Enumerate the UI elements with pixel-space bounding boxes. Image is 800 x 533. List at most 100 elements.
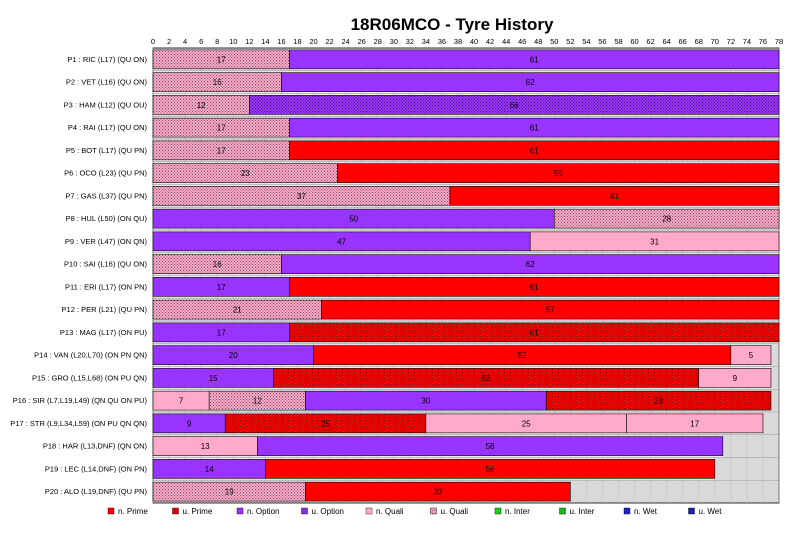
stint-label: 25 xyxy=(321,419,330,428)
legend-swatch xyxy=(107,507,115,515)
legend-swatch xyxy=(430,507,437,515)
stint-bar xyxy=(281,72,780,92)
x-tick-label: 42 xyxy=(486,37,494,46)
stint-label: 47 xyxy=(337,237,346,246)
stint-bar xyxy=(698,368,772,388)
legend-swatch xyxy=(365,507,373,515)
stint-bar xyxy=(449,186,780,206)
legend-swatch xyxy=(559,507,566,515)
driver-label: P5 : BOT (L17) (QU PN) xyxy=(66,146,148,155)
driver-label: P20 : ALO (L19,DNF) (QU PN) xyxy=(45,487,148,496)
stint-label: 17 xyxy=(217,283,226,292)
stint-label: 7 xyxy=(179,397,184,406)
x-tick-label: 12 xyxy=(245,37,253,46)
x-tick-label: 44 xyxy=(502,37,510,46)
stint-label: 41 xyxy=(610,192,619,201)
stint-label: 12 xyxy=(197,101,206,110)
stint-bar xyxy=(289,322,780,343)
x-tick-label: 10 xyxy=(229,37,237,46)
legend-swatch xyxy=(688,507,695,515)
driver-label: P6 : OCO (L23) (QU PN) xyxy=(64,169,147,178)
stint-bar xyxy=(289,49,780,70)
driver-label: P19 : LEC (L14,DNF) (ON PN) xyxy=(45,464,148,473)
driver-label: P2 : VET (L16) (QU ON) xyxy=(66,78,148,87)
stint-label: 61 xyxy=(530,146,539,155)
x-tick-label: 6 xyxy=(199,37,203,46)
x-tick-label: 40 xyxy=(470,37,478,46)
stint-bar xyxy=(289,117,780,138)
driver-label: P15 : GRO (L15,L68) (ON PU QN) xyxy=(32,373,148,382)
x-tick-label: 72 xyxy=(727,37,735,46)
x-tick-label: 24 xyxy=(341,37,349,46)
x-tick-label: 50 xyxy=(550,37,558,46)
driver-label: P12 : PER (L21) (QU PN) xyxy=(62,305,148,314)
stint-label: 9 xyxy=(733,374,738,383)
x-tick-label: 16 xyxy=(277,37,285,46)
legend-swatch xyxy=(301,507,308,515)
driver-label: P16 : SIR (L7,L19,L49) (QN QU ON PU) xyxy=(13,396,148,405)
x-tick-label: 68 xyxy=(695,37,703,46)
stint-label: 19 xyxy=(225,488,234,497)
x-tick-label: 38 xyxy=(454,37,462,46)
x-tick-label: 0 xyxy=(151,37,155,46)
stint-label: 17 xyxy=(217,124,226,133)
x-tick-label: 26 xyxy=(357,37,365,46)
stint-label: 61 xyxy=(530,283,539,292)
stint-label: 50 xyxy=(349,215,358,224)
x-tick-label: 54 xyxy=(582,37,590,46)
stint-label: 30 xyxy=(421,397,430,406)
x-tick-label: 28 xyxy=(374,37,382,46)
driver-label: P3 : HAM (L12) (QU OU) xyxy=(64,100,148,109)
stint-bar xyxy=(289,277,780,297)
x-axis: 0 2 4 6 8 10 12 14 16 18 20 22 24 26 28 30 32 34 36 38 40 42 4… xyxy=(151,37,783,46)
stint-label: 58 xyxy=(486,442,495,451)
stint-bar xyxy=(265,459,716,479)
stint-bar xyxy=(321,299,780,320)
driver-label: P17 : STR (L9,L34,L59) (ON PU QN QN) xyxy=(10,419,147,428)
stint-bar xyxy=(337,163,780,183)
x-tick-label: 60 xyxy=(630,37,638,46)
x-tick-label: 58 xyxy=(614,37,622,46)
legend-label: n. Quali xyxy=(376,507,404,516)
stint-label: 33 xyxy=(433,488,442,497)
stint-label: 62 xyxy=(526,260,535,269)
driver-label: P1 : RIC (L17) (QU ON) xyxy=(67,55,147,64)
stint-label: 21 xyxy=(233,306,242,315)
grid xyxy=(152,47,780,504)
stint-label: 57 xyxy=(546,306,555,315)
chart-title: 18R06MCO - Tyre History xyxy=(351,15,554,34)
legend-swatch xyxy=(494,507,502,515)
stint-bar xyxy=(289,140,780,161)
stint-label: 16 xyxy=(213,260,222,269)
stint-label: 66 xyxy=(510,101,519,110)
stint-label: 28 xyxy=(662,215,671,224)
stint-label: 17 xyxy=(217,328,226,337)
stint-label: 37 xyxy=(297,192,306,201)
x-tick-label: 14 xyxy=(261,37,269,46)
x-tick-label: 56 xyxy=(598,37,606,46)
legend-swatch xyxy=(623,507,631,515)
stint-bar xyxy=(257,436,724,456)
driver-label: P9 : VER (L47) (ON QN) xyxy=(65,237,148,246)
legend-label: u. Inter xyxy=(570,507,595,516)
legend-label: n. Wet xyxy=(634,507,658,516)
x-tick-label: 66 xyxy=(679,37,687,46)
stint-label: 16 xyxy=(213,78,222,87)
legend-label: n. Inter xyxy=(505,507,530,516)
stint-label: 14 xyxy=(205,465,214,474)
stint-label: 61 xyxy=(530,328,539,337)
legend-label: u. Wet xyxy=(699,507,723,516)
legend-swatch xyxy=(236,507,244,515)
stint-label: 61 xyxy=(530,124,539,133)
legend-label: n. Prime xyxy=(118,507,148,516)
stint-bar xyxy=(529,231,780,252)
x-tick-label: 34 xyxy=(422,37,430,46)
stint-label: 52 xyxy=(518,351,527,360)
driver-label: P14 : VAN (L20,L70) (ON PN QN) xyxy=(34,351,147,360)
x-tick-label: 48 xyxy=(534,37,542,46)
x-tick-label: 18 xyxy=(293,37,301,46)
driver-label: P10 : SAI (L16) (QU ON) xyxy=(64,260,147,269)
x-tick-label: 2 xyxy=(167,37,171,46)
stint-label: 17 xyxy=(217,146,226,155)
